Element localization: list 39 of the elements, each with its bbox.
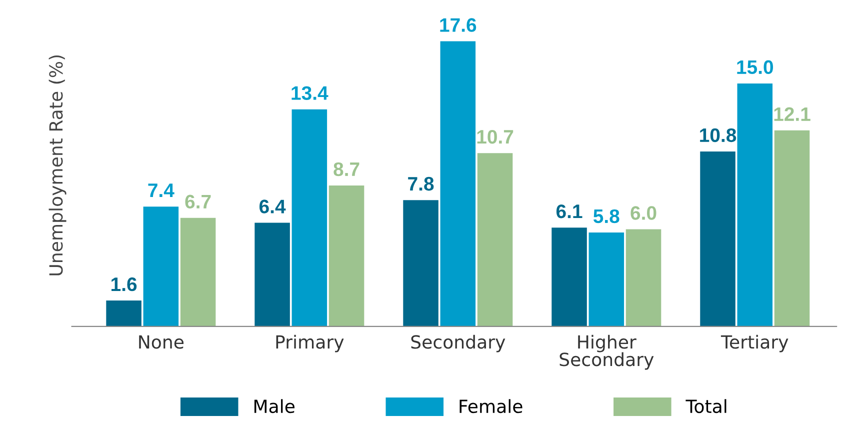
data-label: 7.8 (408, 176, 434, 191)
data-label: 6.0 (630, 206, 656, 220)
data-label: 12.1 (774, 107, 810, 121)
x-tick-label: Secondary (411, 334, 506, 352)
bar (737, 83, 773, 326)
legend-label: Total (686, 399, 726, 414)
data-label: 15.0 (737, 60, 774, 74)
legend-label: Male (254, 399, 294, 414)
bar (588, 232, 624, 326)
bar (552, 228, 587, 326)
data-label: 10.7 (477, 130, 514, 144)
bar (106, 300, 142, 326)
bar (700, 151, 736, 326)
data-label: 6.4 (259, 200, 286, 214)
data-label: 1.6 (112, 277, 137, 292)
data-label: 13.4 (292, 86, 328, 100)
bar (477, 153, 513, 326)
bar (440, 41, 476, 326)
data-label: 5.8 (593, 209, 620, 224)
data-label: 7.4 (148, 184, 174, 197)
bar (143, 206, 179, 326)
data-label: 6.7 (185, 194, 211, 209)
legend-label: Female (460, 399, 522, 414)
bar (180, 218, 216, 326)
data-label: 8.7 (334, 162, 360, 176)
bar (254, 222, 290, 326)
x-tick-label: Higher Secondary (560, 334, 654, 370)
data-label: 17.6 (440, 18, 476, 32)
bar (403, 200, 438, 326)
bar (626, 229, 662, 326)
bar (774, 130, 810, 326)
y-axis-title: Unemployment Rate (%) (48, 55, 66, 276)
bar (292, 109, 328, 326)
x-tick-label: Tertiary (720, 334, 788, 352)
data-label: 10.8 (700, 128, 736, 142)
bar (328, 186, 364, 326)
data-label: 6.1 (556, 204, 582, 218)
x-tick-label: Primary (276, 334, 344, 352)
x-tick-label: None (139, 335, 184, 349)
